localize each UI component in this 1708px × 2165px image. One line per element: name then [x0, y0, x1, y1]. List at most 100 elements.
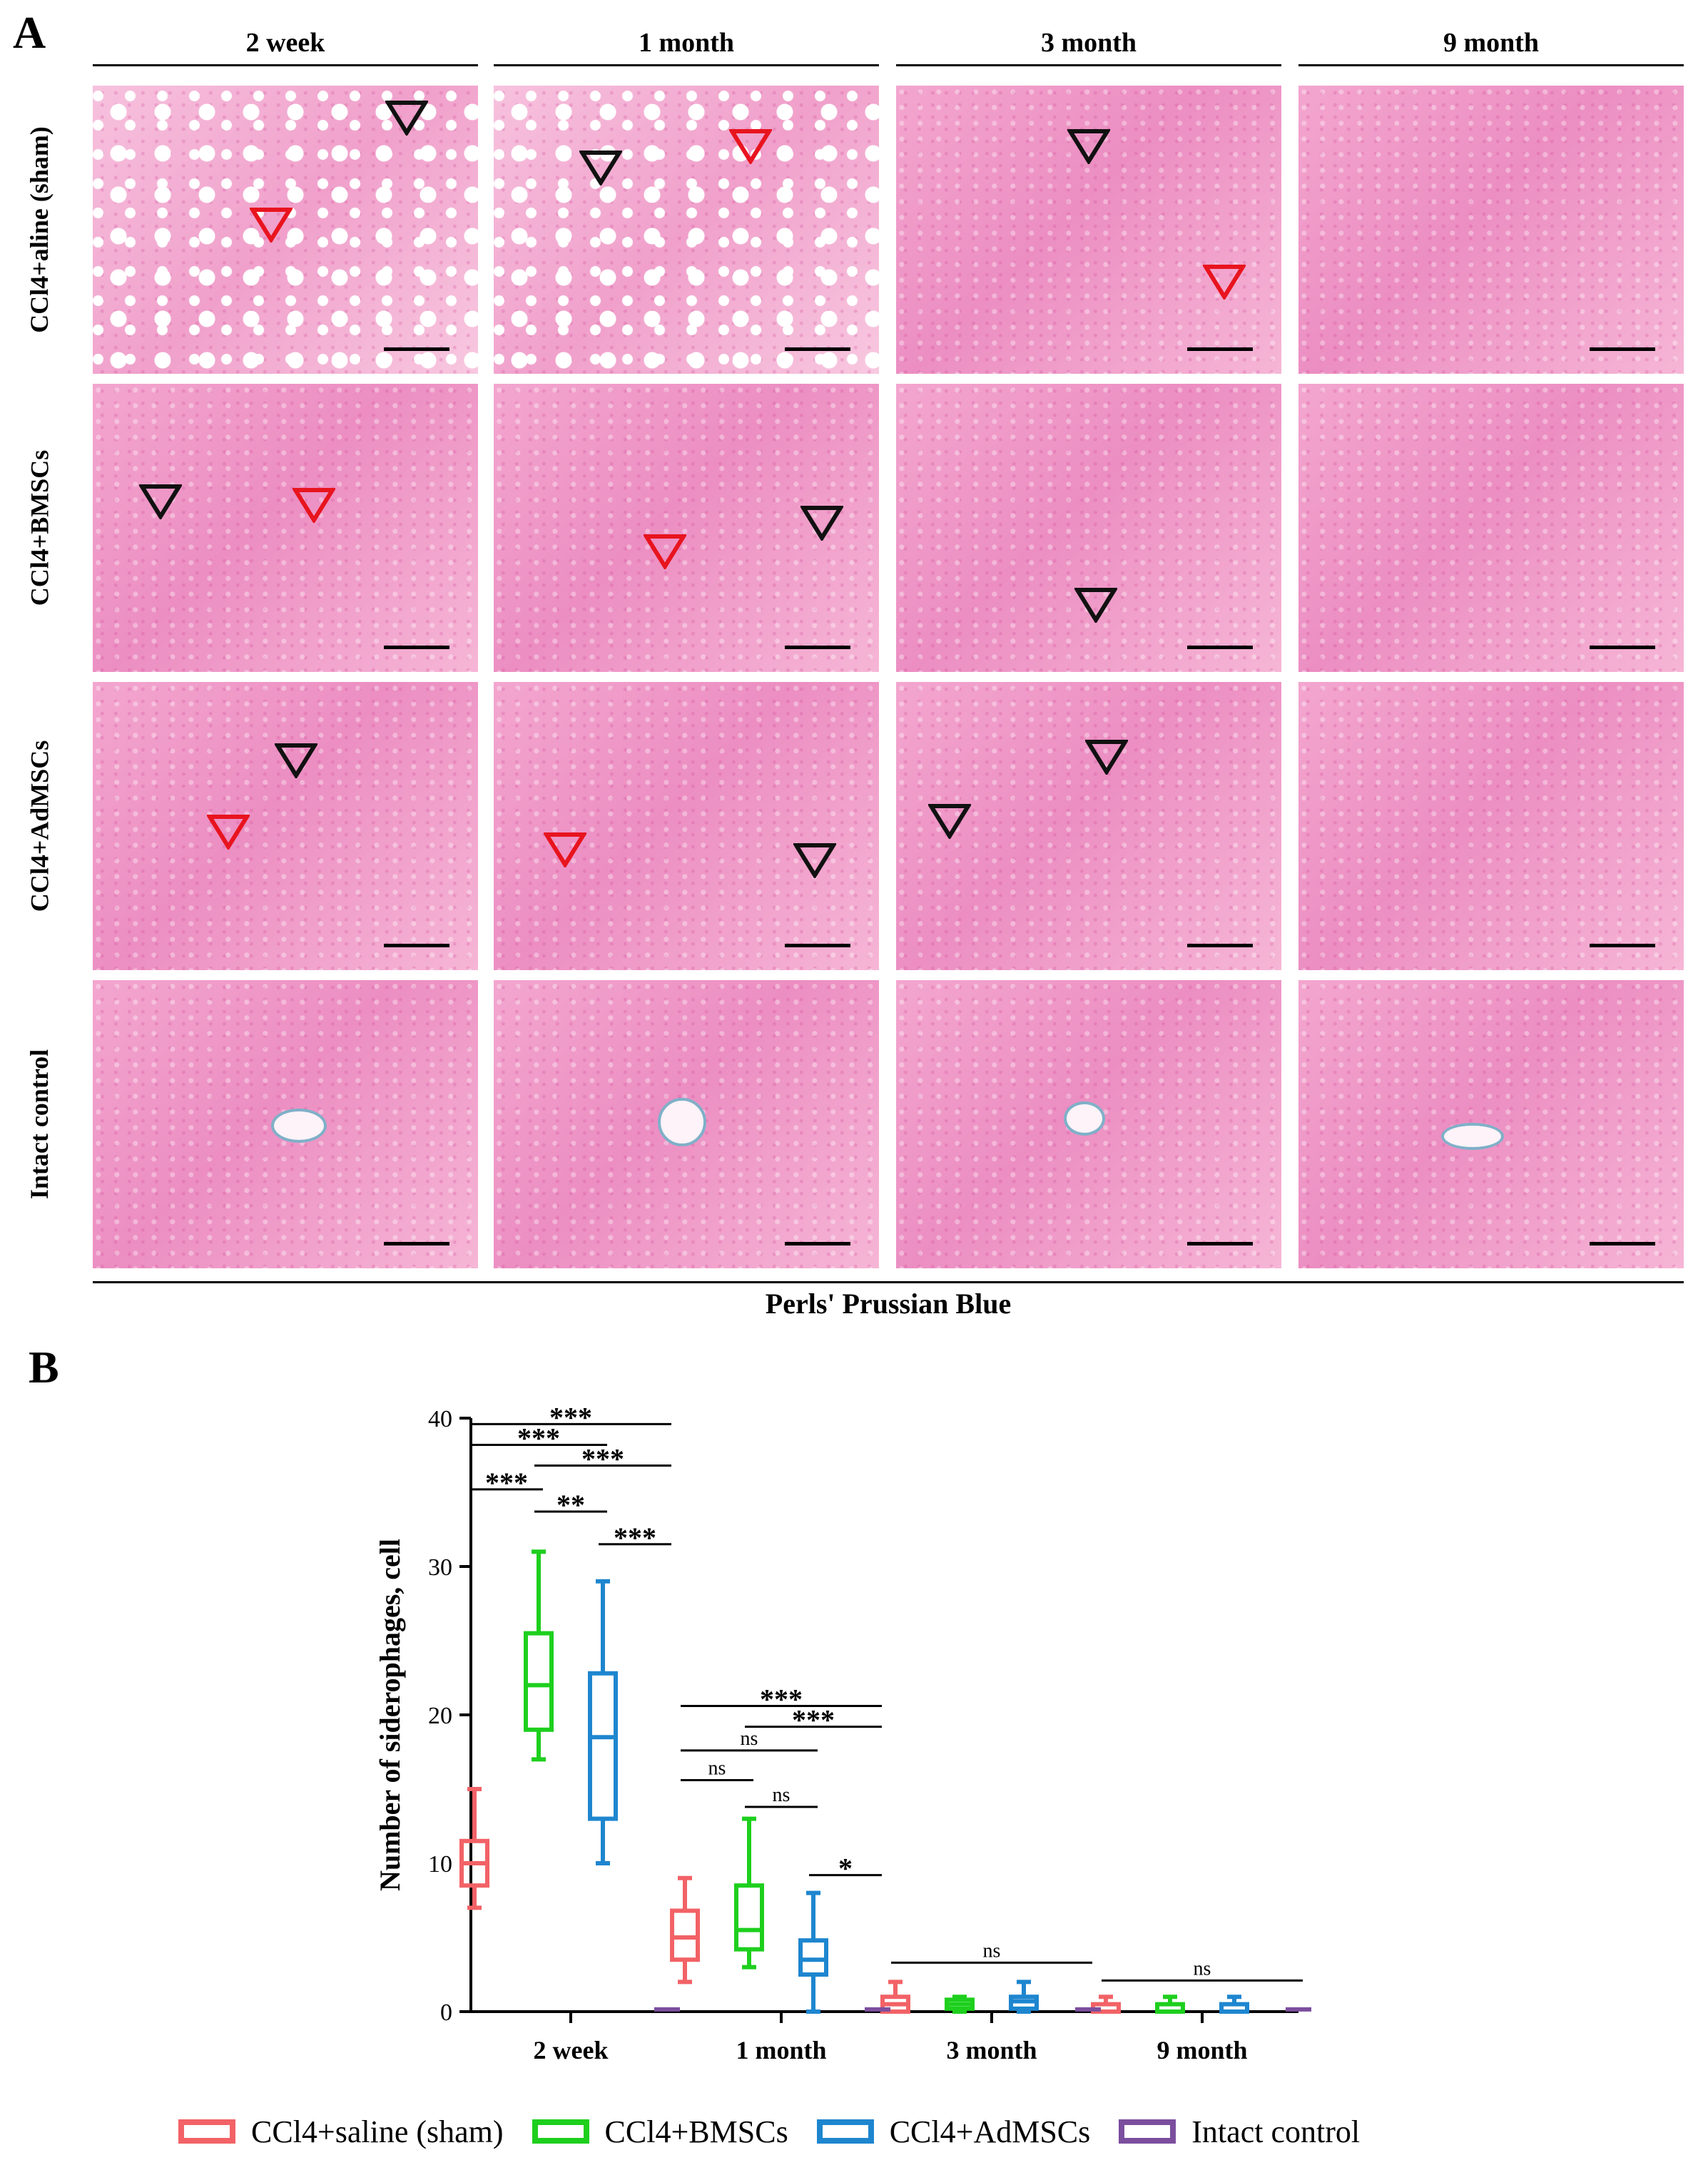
row-label-intact-wrap: Intact control [21, 980, 57, 1268]
column-underline [1298, 64, 1684, 66]
chart-legend: CCl4+saline (sham) CCl4+BMSCs CCl4+AdMSCs I… [178, 2110, 1605, 2153]
box-plot-chart: 0 10 20 30 40 Number of siderophages, cell 2 w… [374, 1401, 1311, 2064]
stain-label: Perls' Prussian Blue [765, 1288, 1012, 1320]
central-vein [1441, 1123, 1504, 1150]
central-vein [658, 1098, 706, 1146]
legend-swatch [178, 2119, 235, 2144]
scale-bar [1590, 1242, 1655, 1245]
legend-swatch [1119, 2119, 1176, 2144]
stain-underline [93, 1281, 1684, 1283]
y-axis-label: Number of siderophages, cell [374, 1539, 406, 1891]
significance-label: *** [549, 1401, 592, 1433]
micrograph-sham-3-month [896, 86, 1281, 374]
significance-label: *** [792, 1704, 835, 1736]
box-3-2 [1075, 2007, 1101, 2012]
central-vein [271, 1109, 327, 1143]
significance-label: ns [983, 1940, 1001, 1962]
micrograph-sham-2-week [93, 86, 478, 374]
scale-bar [1590, 646, 1655, 649]
micrograph-sham-9-month [1298, 86, 1684, 374]
panel-b-letter: B [29, 1342, 59, 1392]
black-arrowhead-icon [793, 843, 836, 878]
scale-bar [785, 347, 850, 351]
significance-label: *** [760, 1683, 803, 1716]
scale-bar [1590, 944, 1655, 947]
scale-bar [384, 347, 449, 351]
scale-bar [384, 944, 449, 947]
column-header-2-week: 2 week [245, 28, 325, 58]
box-3-3 [1286, 2007, 1311, 2012]
micrograph-bmscs-3-month [896, 384, 1281, 672]
micrograph-admscs-2-week [93, 682, 478, 970]
legend-swatch [816, 2119, 874, 2144]
black-arrowhead-icon [579, 151, 622, 185]
legend-label: CCl4+saline (sham) [251, 2114, 504, 2149]
column-header-1-month: 1 month [638, 28, 735, 58]
scale-bar [384, 1242, 449, 1245]
scale-bar [1590, 347, 1655, 351]
significance-label: *** [485, 1467, 528, 1499]
black-arrowhead-icon [1074, 588, 1117, 623]
red-arrowhead-icon [293, 488, 335, 523]
significance-label: * [838, 1853, 853, 1885]
legend-item: CCl4+BMSCs [532, 2114, 788, 2150]
central-vein [1064, 1101, 1105, 1136]
scale-bar [785, 646, 850, 649]
y-tick-label: 20 [428, 1703, 452, 1729]
column-header-3-month: 3 month [1040, 28, 1137, 58]
significance-label: ** [556, 1489, 585, 1521]
black-arrowhead-icon [139, 484, 182, 519]
scale-bar [1187, 944, 1253, 947]
significance-label: ns [773, 1784, 791, 1806]
black-arrowhead-icon [385, 101, 428, 136]
significance-label: *** [614, 1522, 656, 1554]
black-arrowhead-icon [1085, 740, 1128, 775]
box-1-1 [734, 1883, 764, 1952]
significance-label: ns [708, 1758, 726, 1780]
red-arrowhead-icon [1203, 265, 1246, 300]
micrograph-bmscs-1-month [494, 384, 879, 672]
row-label-sham: CCl4+aline (sham) [25, 126, 54, 333]
black-arrowhead-icon [800, 506, 843, 541]
micrograph-sham-1-month [494, 86, 879, 374]
significance-label: *** [581, 1443, 624, 1475]
scale-bar [785, 1242, 850, 1245]
micrograph-admscs-1-month [494, 682, 879, 970]
legend-label: CCl4+BMSCs [604, 2114, 788, 2149]
micrograph-admscs-9-month [1298, 682, 1684, 970]
box-2-0 [588, 1671, 618, 1821]
red-arrowhead-icon [544, 832, 586, 867]
black-arrowhead-icon [1067, 129, 1110, 164]
significance-label: *** [517, 1422, 560, 1454]
box-1-0 [524, 1631, 554, 1732]
y-tick-label: 30 [428, 1554, 452, 1581]
column-underline [896, 64, 1281, 66]
micrograph-intact-3-month [896, 980, 1281, 1268]
x-tick-label: 9 month [1157, 2036, 1247, 2064]
red-arrowhead-icon [207, 815, 250, 850]
y-tick-label: 40 [428, 1406, 452, 1432]
box-3-1 [865, 2007, 890, 2012]
micrograph-intact-2-week [93, 980, 478, 1268]
row-label-bmscs: CCl4+BMSCs [25, 449, 54, 606]
red-arrowhead-icon [644, 534, 686, 569]
y-tick-label: 0 [440, 2000, 452, 2026]
legend-label: Intact control [1191, 2114, 1361, 2149]
x-tick-label: 1 month [736, 2036, 826, 2064]
legend-swatch [532, 2119, 589, 2144]
column-underline [93, 64, 478, 66]
legend-item: CCl4+AdMSCs [816, 2114, 1090, 2150]
box-2-1 [798, 1938, 828, 1977]
row-label-admscs: CCl4+AdMSCs [25, 740, 54, 912]
column-underline [494, 64, 879, 66]
legend-item: CCl4+saline (sham) [178, 2114, 504, 2150]
box-3-0 [654, 2007, 680, 2012]
scale-bar [384, 646, 449, 649]
micrograph-admscs-3-month [896, 682, 1281, 970]
panel-a-letter: A [13, 7, 46, 58]
scale-bar [785, 944, 850, 947]
column-header-9-month: 9 month [1443, 28, 1540, 58]
red-arrowhead-icon [250, 208, 293, 243]
row-label-sham-wrap: CCl4+aline (sham) [21, 86, 57, 374]
significance-label: ns [1194, 1957, 1211, 1980]
